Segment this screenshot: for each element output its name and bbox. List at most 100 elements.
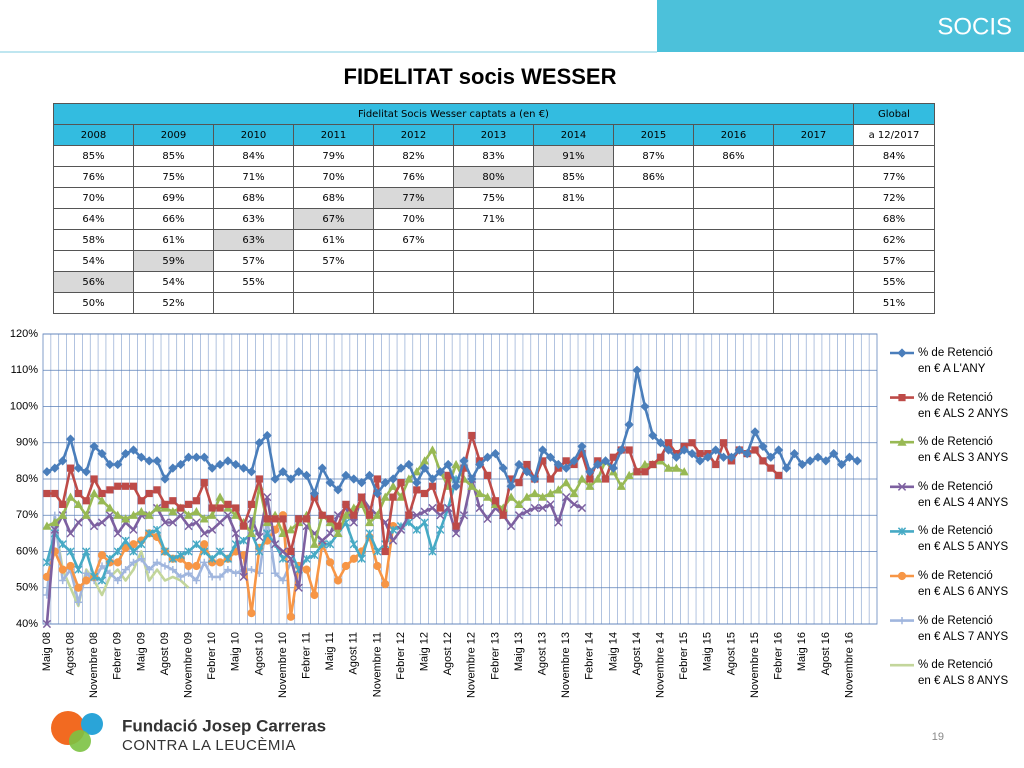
marker bbox=[844, 452, 855, 462]
table-cell: 59% bbox=[133, 250, 214, 272]
marker bbox=[341, 561, 351, 571]
table-cell: 71% bbox=[213, 166, 294, 188]
y-tick-label: 40% bbox=[16, 618, 38, 630]
marker bbox=[759, 457, 767, 465]
marker bbox=[649, 460, 657, 469]
marker bbox=[294, 467, 304, 477]
marker bbox=[358, 493, 366, 501]
marker bbox=[364, 517, 375, 527]
table-cell bbox=[693, 166, 774, 188]
legend-label: % de Retenció en € ALS 5 ANYS bbox=[918, 525, 1009, 554]
marker bbox=[105, 554, 115, 563]
marker bbox=[624, 420, 634, 430]
marker bbox=[569, 456, 579, 466]
marker bbox=[703, 452, 713, 462]
marker bbox=[578, 450, 586, 458]
marker bbox=[191, 507, 202, 516]
global-subheader: a 12/2017 bbox=[853, 124, 935, 146]
table-cell: 81% bbox=[533, 187, 614, 209]
marker bbox=[364, 470, 375, 480]
year-header: 2008 bbox=[53, 124, 134, 146]
marker bbox=[459, 456, 469, 466]
marker bbox=[122, 482, 130, 490]
marker bbox=[616, 481, 626, 490]
marker bbox=[97, 518, 107, 527]
table-cell: 54% bbox=[53, 250, 134, 272]
table-cell: 68% bbox=[293, 187, 374, 209]
y-tick-label: 60% bbox=[16, 545, 38, 557]
table-cell: 70% bbox=[53, 187, 134, 209]
marker bbox=[641, 468, 649, 476]
marker bbox=[199, 514, 209, 523]
marker bbox=[428, 482, 437, 490]
table-cell: 85% bbox=[533, 166, 614, 188]
marker bbox=[325, 478, 335, 488]
marker bbox=[498, 463, 508, 473]
marker bbox=[128, 510, 139, 519]
marker bbox=[452, 522, 460, 530]
marker bbox=[372, 510, 382, 519]
marker bbox=[475, 488, 485, 498]
marker bbox=[507, 475, 515, 483]
logo-dot bbox=[81, 713, 103, 735]
x-tick-label: Maig 13 bbox=[513, 632, 525, 671]
marker bbox=[42, 572, 52, 581]
marker bbox=[420, 518, 429, 527]
marker bbox=[129, 558, 138, 566]
marker bbox=[829, 449, 839, 459]
marker bbox=[396, 492, 406, 501]
marker bbox=[90, 475, 98, 483]
marker bbox=[89, 441, 99, 451]
x-tick-label: Febrer 13 bbox=[489, 632, 501, 680]
marker bbox=[51, 489, 59, 498]
table-cell: 67% bbox=[293, 208, 374, 230]
marker bbox=[97, 576, 107, 585]
marker bbox=[90, 572, 99, 582]
marker bbox=[73, 463, 84, 473]
marker bbox=[805, 456, 815, 466]
y-tick-label: 90% bbox=[16, 437, 38, 449]
marker bbox=[696, 450, 704, 458]
marker bbox=[608, 463, 619, 473]
table-cell: 86% bbox=[693, 145, 774, 167]
marker bbox=[160, 547, 170, 556]
marker bbox=[459, 511, 469, 520]
table-cell bbox=[773, 271, 854, 293]
table-cell bbox=[533, 292, 614, 314]
x-tick-label: Febrer 12 bbox=[395, 632, 407, 680]
marker bbox=[208, 504, 216, 512]
table-cell: 50% bbox=[53, 292, 134, 314]
x-tick-label: Novembre 13 bbox=[560, 632, 572, 698]
marker bbox=[553, 459, 563, 470]
marker bbox=[852, 456, 862, 466]
legend-label: % de Retenció en € A L'ANY bbox=[918, 347, 993, 375]
marker bbox=[294, 583, 303, 592]
table-cell: 85% bbox=[53, 145, 134, 167]
marker bbox=[43, 489, 51, 498]
marker bbox=[515, 479, 523, 487]
table-row: 85% 85% 84% 79% 82% 83% 91% 87% 86% 84% bbox=[53, 145, 935, 167]
marker bbox=[184, 500, 193, 508]
section-title: SOCIS bbox=[937, 13, 1012, 40]
marker bbox=[482, 452, 493, 462]
x-tick-label: Agost 09 bbox=[159, 632, 171, 675]
marker bbox=[663, 463, 674, 472]
marker bbox=[66, 464, 75, 472]
marker bbox=[97, 449, 107, 459]
table-cell: 57% bbox=[213, 250, 294, 272]
legend-marker bbox=[897, 571, 907, 581]
marker bbox=[74, 518, 83, 527]
x-tick-label: Novembre 09 bbox=[182, 632, 194, 698]
marker bbox=[601, 475, 610, 483]
marker bbox=[750, 427, 760, 437]
org-name: Fundació Josep Carreras bbox=[122, 716, 326, 735]
y-tick-label: 100% bbox=[10, 400, 38, 412]
table-cell bbox=[293, 292, 374, 314]
marker bbox=[389, 493, 397, 501]
marker bbox=[656, 438, 666, 448]
marker bbox=[577, 441, 587, 451]
marker bbox=[65, 434, 76, 444]
marker bbox=[561, 463, 571, 473]
marker bbox=[287, 547, 295, 556]
